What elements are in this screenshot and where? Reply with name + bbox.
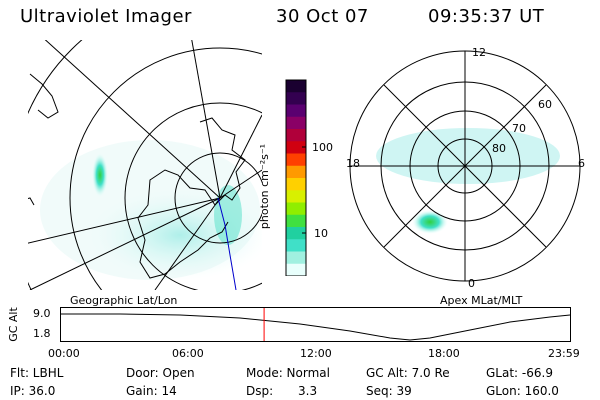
altitude-curve: [61, 313, 571, 341]
time-tick-0000: 00:00: [48, 347, 80, 360]
mode-info: Mode: Normal: [246, 366, 330, 380]
date-label: 30 Oct 07: [276, 6, 369, 27]
colorbar-swatch: [286, 251, 306, 265]
door-info: Door: Open: [126, 366, 195, 380]
colorbar-swatch: [286, 141, 306, 154]
gc-alt-info: GC Alt: 7.0 Re: [366, 366, 450, 380]
mlt-label-18: 18: [346, 157, 360, 170]
mlat-label-70: 70: [512, 122, 526, 135]
altitude-axis-label: GC Alt: [6, 307, 20, 342]
mlt-label-12: 12: [472, 46, 486, 59]
colorbar-swatch: [286, 92, 306, 105]
mlat-label-60: 60: [538, 98, 552, 111]
colorbar: [285, 79, 307, 276]
ip-info: IP: 36.0: [10, 384, 56, 398]
altitude-frame: [60, 307, 571, 342]
mlt-label-6: 6: [578, 157, 585, 170]
colorbar-swatch: [286, 129, 306, 142]
auroral-oval-glow: [376, 128, 560, 184]
altitude-bottom-label: 1.8: [33, 327, 51, 340]
colorbar-swatch: [286, 214, 306, 228]
glon-info: GLon: 160.0: [486, 384, 559, 398]
filter-info: Flt: LBHL: [10, 366, 64, 380]
colorbar-frame: [285, 79, 307, 276]
altitude-top-label: 9.0: [33, 307, 51, 320]
colorbar-swatch: [286, 116, 306, 130]
lat-lon-grid: [28, 40, 262, 290]
auroral-spot: [412, 210, 448, 234]
time-tick-1800: 18:00: [428, 347, 460, 360]
colorbar-tick-label-10: 10: [314, 227, 328, 240]
colorbar-unit-label: photon cm⁻²s⁻¹: [258, 143, 272, 230]
time-tick-2359: 23:59: [548, 347, 580, 360]
orbit-track: [217, 197, 237, 290]
aurora-arc-right: [214, 185, 242, 245]
mlt-polar-plot: [349, 50, 581, 282]
coastline-nz: [29, 73, 59, 119]
aurora-spot: [92, 153, 108, 197]
coastline: [137, 117, 246, 279]
right-map-label: Apex MLat/MLT: [440, 294, 523, 307]
colorbar-swatch: [286, 104, 306, 118]
geographic-map: [28, 40, 262, 290]
colorbar-swatch: [286, 190, 306, 203]
altitude-strip-plot: [60, 307, 571, 342]
colorbar-swatch: [286, 178, 306, 191]
colorbar-tick-label-100: 100: [312, 141, 333, 154]
colorbar-swatch: [286, 165, 306, 179]
colorbar-swatch: [286, 227, 306, 240]
dsp-value: 3.3: [298, 384, 318, 398]
colorbar-swatch: [286, 263, 306, 276]
coastline-islet: [28, 197, 35, 206]
colorbar-gradient: [286, 80, 306, 276]
mlt-label-0: 0: [468, 277, 475, 290]
colorbar-swatch: [286, 202, 306, 216]
time-label: 09:35:37 UT: [428, 6, 545, 27]
colorbar-swatch: [286, 153, 306, 167]
colorbar-swatch: [286, 80, 306, 93]
glat-info: GLat: -66.9: [486, 366, 553, 380]
polar-grid: [349, 50, 581, 282]
dsp-label: Dsp:: [246, 384, 274, 398]
time-tick-0600: 06:00: [172, 347, 204, 360]
colorbar-swatch: [286, 239, 306, 252]
time-tick-1200: 12:00: [300, 347, 332, 360]
left-map-label: Geographic Lat/Lon: [70, 294, 178, 307]
gain-info: Gain: 14: [126, 384, 177, 398]
instrument-title: Ultraviolet Imager: [20, 6, 192, 27]
mlat-label-80: 80: [492, 142, 506, 155]
seq-info: Seq: 39: [366, 384, 412, 398]
